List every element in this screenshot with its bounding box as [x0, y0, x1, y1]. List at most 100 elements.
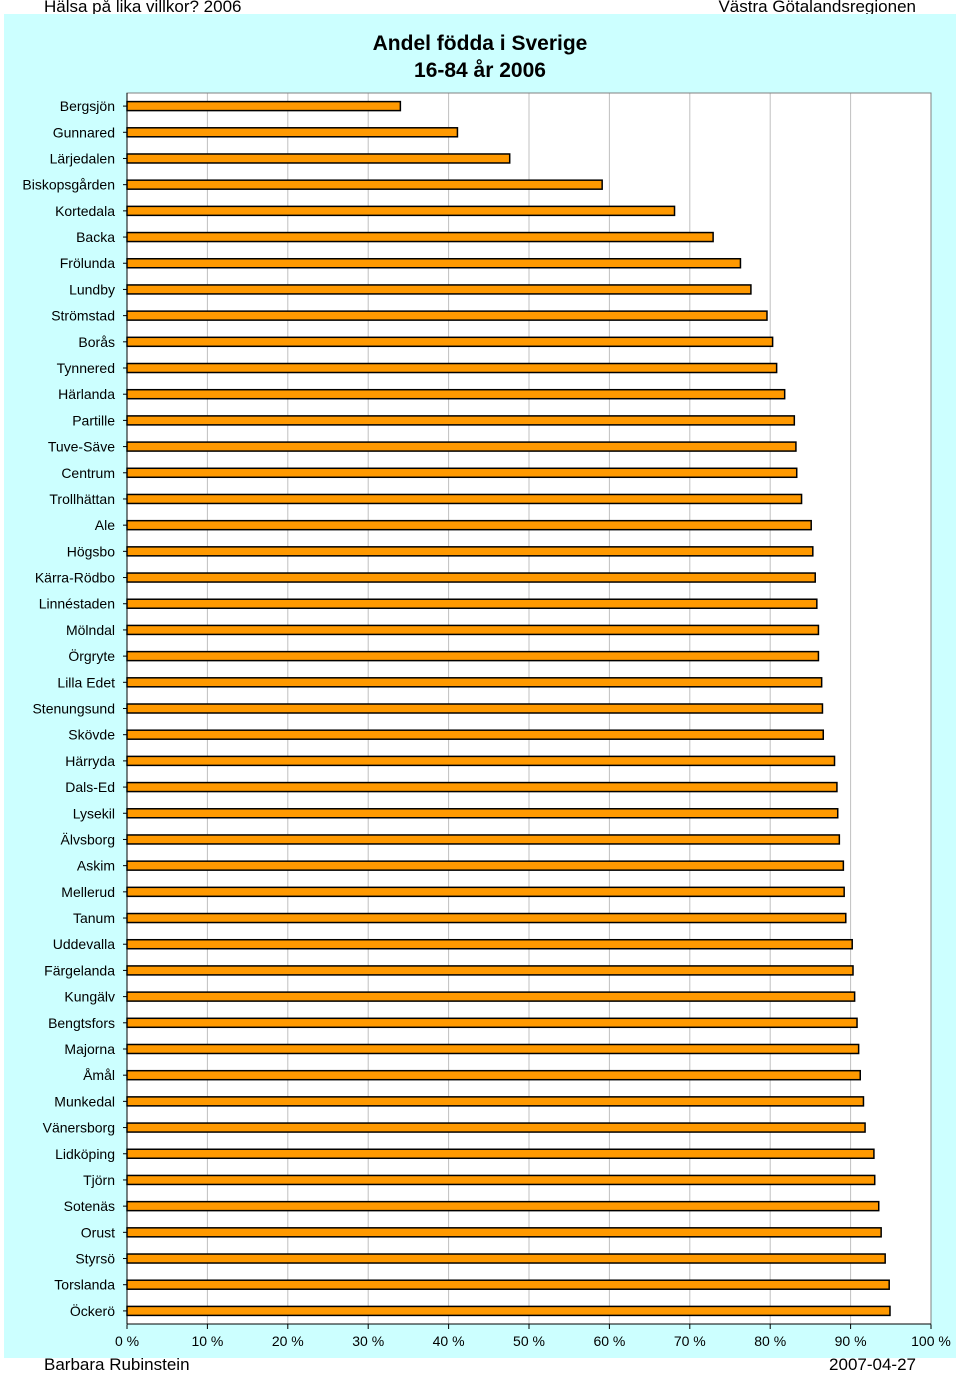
bar	[126, 650, 820, 662]
bar	[126, 781, 838, 793]
category-label: Härlanda	[58, 386, 115, 402]
bar	[126, 729, 825, 740]
category-label: Uddevalla	[53, 936, 115, 952]
bar	[126, 1253, 886, 1264]
bar	[126, 965, 854, 976]
bar	[126, 1096, 865, 1107]
category-label: Bengtsfors	[48, 1015, 115, 1031]
bar	[126, 257, 742, 269]
chart-subtitle: 16-84 år 2006	[414, 59, 546, 82]
category-label: Askim	[77, 858, 115, 874]
category-label: Vänersborg	[43, 1120, 115, 1136]
bar	[126, 519, 812, 531]
category-label: Linnéstaden	[39, 596, 115, 612]
bar	[126, 1148, 875, 1160]
bar-chart: Andel födda i Sverige 16-84 år 2006 0 % 1…	[22, 32, 951, 1349]
bar	[126, 991, 856, 1002]
header-right-text: Västra Götalandsregionen	[718, 0, 916, 16]
bar	[126, 677, 823, 688]
bar	[126, 886, 845, 898]
category-label: Tanum	[73, 910, 115, 926]
category-label: Stenungsund	[32, 701, 115, 717]
category-label: Härryda	[65, 753, 115, 769]
bar	[126, 624, 820, 636]
bar	[126, 388, 786, 400]
bar	[126, 1305, 891, 1317]
bar	[126, 441, 797, 452]
category-label: Åmål	[83, 1067, 115, 1083]
category-label: Färgelanda	[44, 962, 115, 978]
category-label: Tuve-Säve	[48, 439, 115, 455]
category-label: Mölndal	[66, 622, 115, 638]
x-tick-label: 30 %	[352, 1333, 384, 1349]
x-tick-label: 0 %	[115, 1333, 139, 1349]
chart-area: Andel födda i Sverige 16-84 år 2006 0 % 1…	[4, 14, 956, 1358]
category-label: Trollhättan	[49, 491, 115, 507]
bar	[126, 860, 845, 871]
category-label: Kärra-Rödbo	[35, 570, 115, 586]
category-label: Lidköping	[55, 1146, 115, 1162]
category-label: Partille	[72, 412, 115, 428]
bar	[126, 938, 853, 950]
bar	[126, 1122, 866, 1133]
category-label: Orust	[81, 1224, 115, 1240]
x-tick-label: 70 %	[674, 1333, 706, 1349]
x-tick-label: 10 %	[191, 1333, 223, 1349]
bar	[126, 703, 824, 714]
category-label: Lysekil	[73, 805, 115, 821]
category-label: Lilla Edet	[57, 674, 115, 690]
bar	[126, 205, 676, 217]
bar	[126, 1069, 861, 1081]
category-label: Frölunda	[60, 255, 115, 271]
x-tick-label: 20 %	[272, 1333, 304, 1349]
category-label: Älvsborg	[61, 831, 115, 847]
bar	[126, 598, 818, 609]
bar	[126, 153, 511, 164]
bar	[126, 1200, 880, 1212]
bar	[126, 362, 778, 374]
bar	[126, 284, 752, 295]
category-label: Lundby	[69, 281, 115, 297]
category-label: Munkedal	[54, 1093, 115, 1109]
bar	[126, 100, 402, 112]
category-label: Tjörn	[83, 1172, 115, 1188]
bar	[126, 912, 847, 924]
bar	[126, 179, 603, 190]
category-label: Örgryte	[68, 647, 115, 664]
category-label: Kungälv	[64, 989, 115, 1005]
category-label: Biskopsgården	[22, 177, 115, 193]
category-label: Centrum	[61, 465, 115, 481]
bar	[126, 808, 839, 819]
bar	[126, 755, 836, 767]
category-label: Gunnared	[53, 124, 115, 140]
category-label: Ale	[95, 517, 115, 533]
category-label: Kortedala	[55, 203, 115, 219]
x-tick-label: 100 %	[911, 1333, 951, 1349]
category-label: Tynnered	[57, 360, 115, 376]
bar	[126, 493, 803, 505]
bar	[126, 1017, 858, 1029]
bar	[126, 546, 814, 557]
x-tick-label: 40 %	[433, 1333, 465, 1349]
category-label: Sotenäs	[64, 1198, 115, 1214]
bar	[126, 415, 796, 426]
footer-left-text: Barbara Rubinstein	[44, 1355, 190, 1374]
bar	[126, 834, 841, 845]
x-tick-label: 60 %	[593, 1333, 625, 1349]
category-label: Majorna	[64, 1041, 115, 1057]
bar	[126, 1043, 860, 1055]
category-label: Högsbo	[67, 543, 115, 559]
x-tick-label: 90 %	[835, 1333, 867, 1349]
bar	[126, 231, 714, 243]
bar	[126, 336, 774, 348]
category-label: Bergsjön	[60, 98, 115, 114]
bar	[126, 127, 459, 138]
category-label: Torslanda	[54, 1277, 115, 1293]
category-label: Mellerud	[61, 884, 115, 900]
category-label: Styrsö	[75, 1251, 115, 1267]
category-label: Lärjedalen	[50, 150, 115, 166]
category-label: Skövde	[68, 727, 115, 743]
bar	[126, 572, 816, 583]
chart-title: Andel födda i Sverige	[373, 32, 588, 55]
bar	[126, 1174, 876, 1186]
